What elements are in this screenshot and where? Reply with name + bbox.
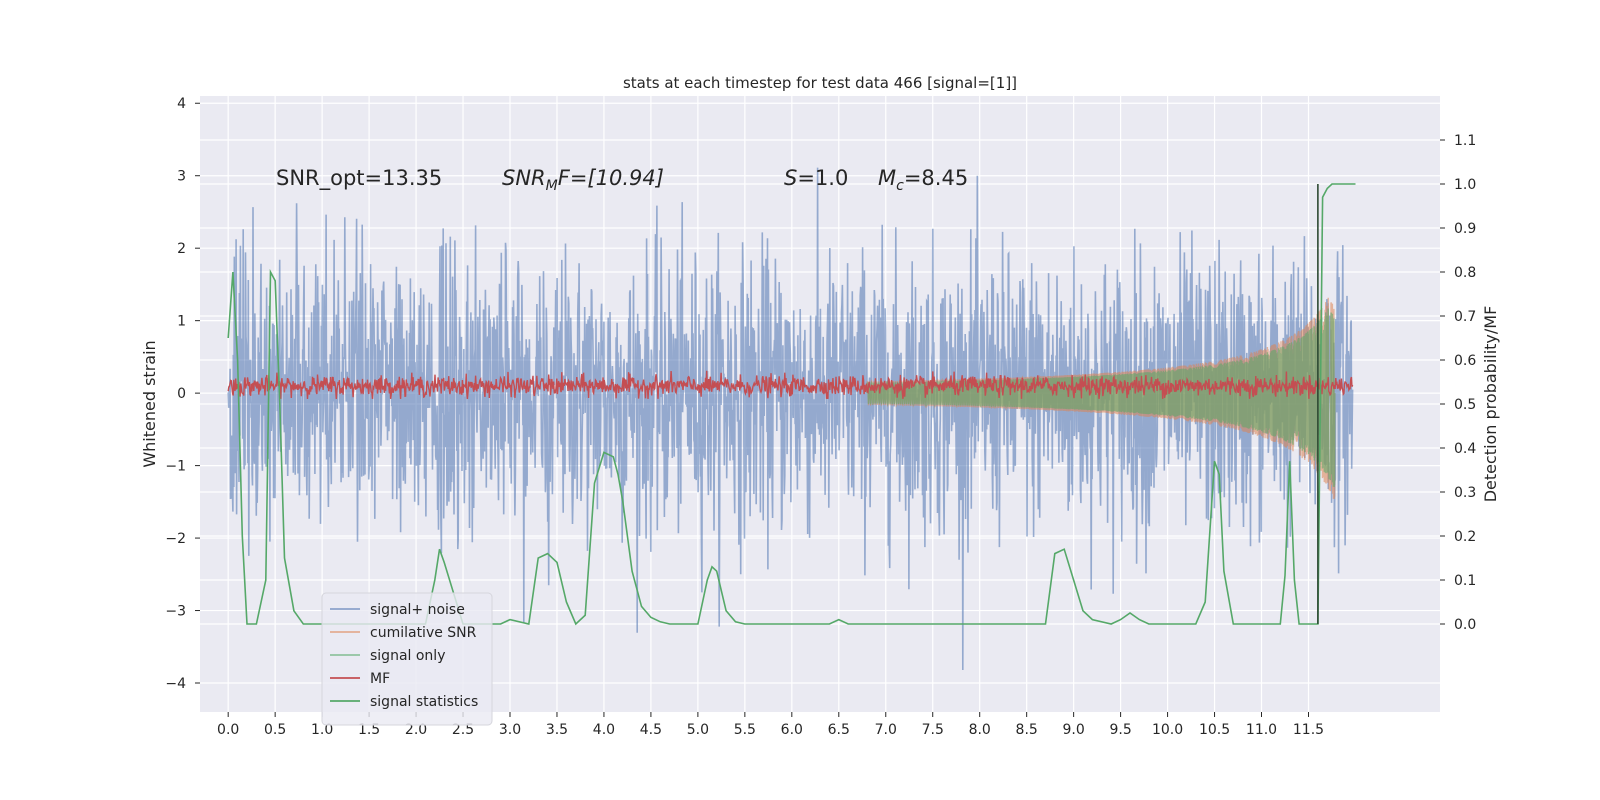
x-axis: 0.0 0.5 1.0 1.5 2.0 2.5 3.0 3.5 4.0 4.5 5.0 5.5 6.0 6… [217, 712, 1324, 738]
x-tick-label: 3.5 [546, 722, 568, 738]
mf-line [227, 370, 1354, 399]
annotation-s: S=1.0 [784, 166, 848, 190]
annotation-snr-mf: SNRMF=[10.94] [502, 166, 664, 194]
series-mf [227, 370, 1354, 399]
legend-label: MF [370, 671, 390, 687]
signal-only-line [866, 308, 1336, 487]
x-tick-label: 1.5 [358, 722, 380, 738]
annotation-mc-rest: =8.45 [904, 166, 968, 190]
legend: signal+ noise cumilative SNR signal only MF… [321, 592, 493, 726]
y2-tick-label: 1.0 [1454, 177, 1476, 193]
legend-box [321, 592, 493, 726]
annotation-snr-mf-rest: F=[10.94] [558, 166, 664, 190]
annotation-mc-sub: c [896, 178, 904, 194]
x-tick-label: 11.0 [1246, 722, 1277, 738]
y-tick-label: −4 [165, 676, 186, 692]
y2-tick-label: 0.5 [1454, 397, 1476, 413]
y-axis-right: 1.1 1.0 0.9 0.8 0.7 0.6 0.5 0.4 0.3 0.2 0.1 0.0 [1440, 133, 1476, 633]
legend-label: signal statistics [370, 694, 478, 710]
x-tick-label: 1.0 [311, 722, 333, 738]
x-tick-label: 9.5 [1109, 722, 1131, 738]
y2-tick-label: 0.8 [1454, 265, 1476, 281]
legend-label: signal+ noise [370, 602, 465, 618]
y2-axis-label: Detection probability/MF [1481, 306, 1500, 503]
x-tick-label: 10.5 [1199, 722, 1230, 738]
x-tick-label: 2.0 [405, 722, 427, 738]
x-tick-label: 0.0 [217, 722, 239, 738]
y-tick-label: 3 [177, 169, 186, 185]
chart-title: stats at each timestep for test data 466… [623, 74, 1017, 92]
annotation-mc: Mc=8.45 [878, 166, 968, 194]
y-tick-label: 1 [177, 314, 186, 330]
y-tick-label: 0 [177, 386, 186, 402]
x-tick-label: 11.5 [1293, 722, 1324, 738]
y2-tick-label: 1.1 [1454, 133, 1476, 149]
y2-tick-label: 0.3 [1454, 485, 1476, 501]
x-tick-label: 4.0 [593, 722, 615, 738]
x-tick-label: 7.0 [875, 722, 897, 738]
y-axis-left: 4 3 2 1 0 −1 −2 −3 −4 [165, 96, 200, 692]
y-tick-label: −2 [165, 531, 186, 547]
x-tick-label: 8.5 [1016, 722, 1038, 738]
x-tick-label: 9.0 [1063, 722, 1085, 738]
x-tick-label: 8.0 [969, 722, 991, 738]
y-tick-label: −3 [165, 604, 186, 620]
annotation-snr-mf-base: SNR [502, 166, 546, 190]
y2-tick-label: 0.9 [1454, 221, 1476, 237]
legend-label: cumilative SNR [370, 625, 477, 641]
x-tick-label: 6.5 [828, 722, 850, 738]
y-axis-label: Whitened strain [140, 340, 159, 467]
legend-label: signal only [370, 648, 445, 664]
annotation-snr-mf-sub: M [546, 178, 558, 194]
x-tick-label: 5.0 [687, 722, 709, 738]
x-tick-label: 3.0 [499, 722, 521, 738]
y-tick-label: 2 [177, 241, 186, 257]
y2-tick-label: 0.0 [1454, 617, 1476, 633]
x-tick-label: 6.0 [781, 722, 803, 738]
y-tick-label: 4 [177, 96, 186, 112]
annotation-s-base: S [784, 166, 797, 190]
x-tick-label: 2.5 [452, 722, 474, 738]
y2-tick-label: 0.4 [1454, 441, 1476, 457]
x-tick-label: 0.5 [264, 722, 286, 738]
annotation-snr-opt: SNR_opt=13.35 [276, 166, 442, 191]
annotation-s-rest: =1.0 [797, 166, 848, 190]
x-tick-label: 5.5 [734, 722, 756, 738]
y2-tick-label: 0.7 [1454, 309, 1476, 325]
x-tick-label: 4.5 [640, 722, 662, 738]
y-tick-label: −1 [165, 459, 186, 475]
y2-tick-label: 0.2 [1454, 529, 1476, 545]
annotation-mc-base: M [878, 166, 896, 190]
series-signal-only [866, 308, 1336, 487]
x-tick-label: 7.5 [922, 722, 944, 738]
x-tick-label: 10.0 [1152, 722, 1183, 738]
y2-tick-label: 0.6 [1454, 353, 1476, 369]
y2-tick-label: 0.1 [1454, 573, 1476, 589]
